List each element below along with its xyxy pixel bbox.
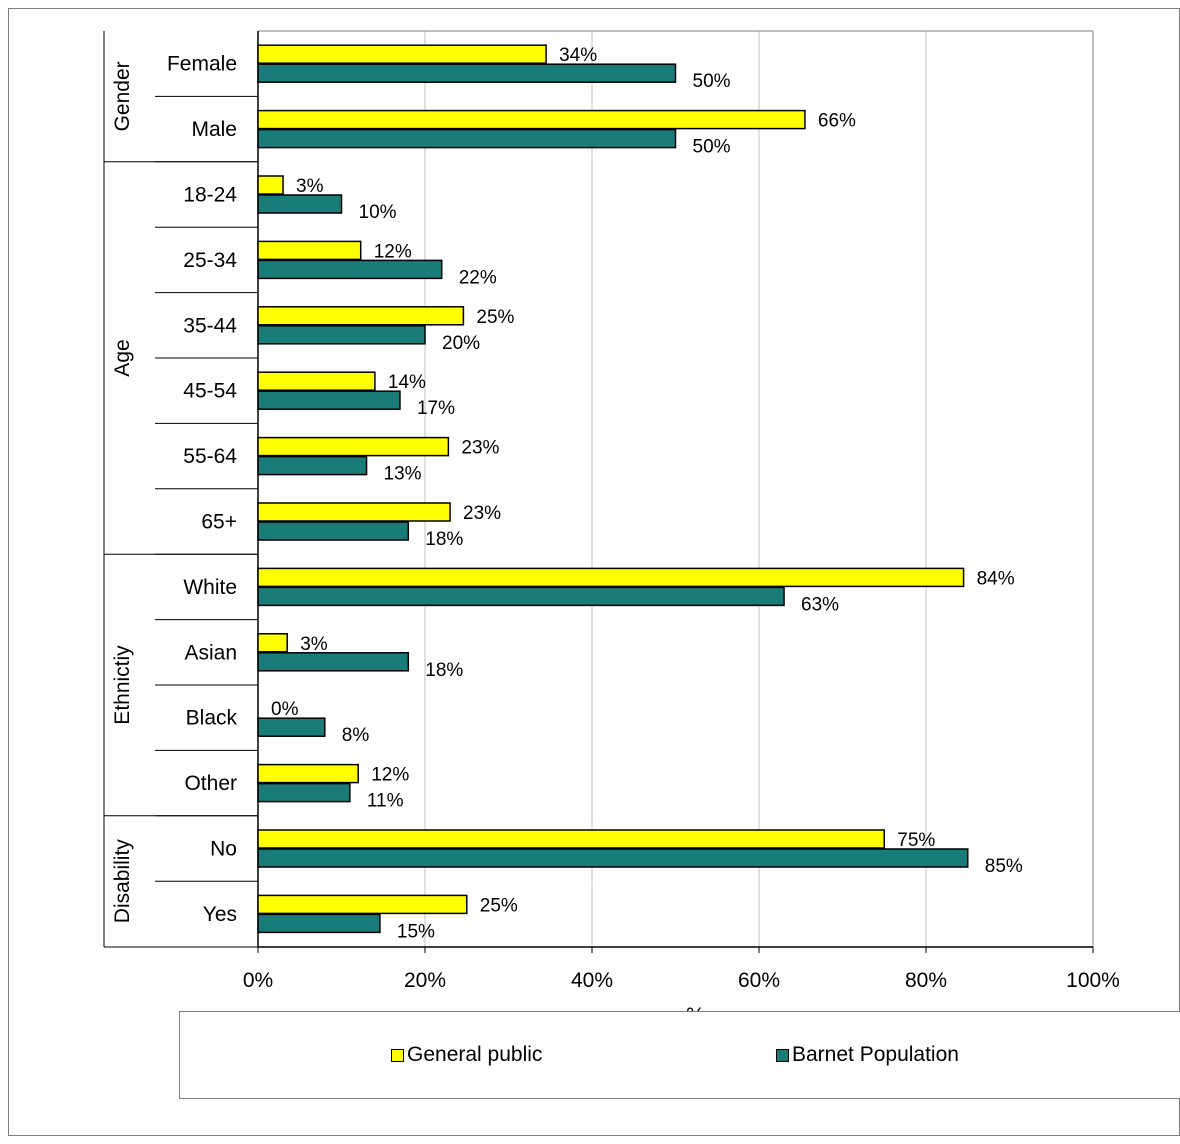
data-label-barnet-population: 8% [342, 725, 370, 746]
bar-barnet-population [257, 913, 381, 934]
axes [103, 31, 1094, 953]
category-label: 25-34 [183, 249, 237, 272]
category-label: White [183, 576, 237, 599]
category-label: Female [167, 53, 237, 76]
bar-barnet-population [257, 848, 969, 868]
bar-general-public [257, 109, 806, 130]
category-label: Yes [203, 903, 237, 926]
x-tick-label: 100% [1066, 969, 1120, 992]
bar-general-public [257, 763, 359, 784]
bar-barnet-population [257, 128, 677, 149]
legend-item-barnet-population: Barnet Population [776, 1043, 959, 1067]
data-label-barnet-population: 85% [985, 856, 1023, 877]
data-label-general-public: 23% [463, 503, 501, 524]
group-label: Disability [111, 839, 134, 924]
data-label-general-public: 0% [271, 699, 299, 720]
data-label-general-public: 12% [371, 765, 409, 786]
bar-general-public [257, 633, 288, 653]
bar-general-public [257, 175, 284, 195]
group-label: Ethnictiy [111, 645, 134, 725]
data-label-general-public: 3% [296, 176, 324, 197]
bar-general-public [257, 306, 465, 326]
data-label-barnet-population: 50% [693, 137, 731, 158]
bar-barnet-population [257, 194, 343, 214]
category-label: 55-64 [183, 445, 237, 468]
data-label-barnet-population: 18% [425, 529, 463, 550]
data-label-general-public: 25% [480, 895, 518, 916]
data-label-general-public: 23% [461, 438, 499, 459]
data-label-barnet-population: 15% [397, 921, 435, 942]
category-label: 18-24 [183, 184, 237, 207]
data-label-general-public: 3% [300, 634, 328, 655]
data-label-barnet-population: 22% [459, 267, 497, 288]
bar-general-public [257, 829, 885, 849]
group-label: Age [111, 339, 134, 376]
category-label: No [210, 838, 237, 861]
x-tick-label: 60% [738, 969, 780, 992]
category-label: 35-44 [183, 314, 237, 337]
bar-barnet-population [257, 521, 410, 541]
category-label: Other [184, 772, 237, 795]
bar-general-public [257, 567, 965, 588]
x-tick-label: 0% [243, 969, 273, 992]
gridlines [258, 30, 1094, 947]
data-label-general-public: 12% [374, 241, 412, 262]
category-label: Black [186, 707, 238, 730]
legend-label-general-public: General public [407, 1043, 543, 1066]
data-label-general-public: 75% [897, 830, 935, 851]
legend: General public Barnet Population [179, 1011, 1180, 1099]
bar-barnet-population [257, 455, 368, 476]
category-label: 65+ [201, 511, 237, 534]
data-label-general-public: 84% [977, 568, 1015, 589]
data-label-general-public: 66% [818, 111, 856, 132]
bar-barnet-population [257, 259, 443, 280]
data-label-barnet-population: 13% [384, 464, 422, 485]
legend-swatch-barnet-population [776, 1048, 789, 1062]
data-label-barnet-population: 20% [442, 333, 480, 354]
data-label-general-public: 25% [476, 307, 514, 328]
bar-general-public [257, 894, 468, 915]
bar-barnet-population [257, 652, 410, 672]
bar-barnet-population [257, 717, 326, 737]
category-label: Asian [184, 641, 237, 664]
bar-general-public [257, 44, 547, 64]
data-label-barnet-population: 63% [801, 594, 839, 615]
bar-general-public [257, 240, 362, 261]
data-label-general-public: 34% [559, 45, 597, 66]
data-label-barnet-population: 10% [359, 202, 397, 223]
legend-label-barnet-population: Barnet Population [792, 1043, 959, 1066]
data-label-barnet-population: 18% [425, 660, 463, 681]
bar-barnet-population [257, 325, 426, 345]
bar-general-public [257, 371, 376, 391]
category-label: 45-54 [183, 380, 237, 403]
data-label-general-public: 14% [388, 372, 426, 393]
x-tick-label: 20% [404, 969, 446, 992]
data-labels: 34% 50% 66% 50% 3% 10% 12% 22% 25% 20% 14% 17% 23% 13… [271, 45, 1023, 942]
bars [257, 44, 969, 934]
x-tick-label: 80% [905, 969, 947, 992]
legend-item-general-public: General public [391, 1043, 542, 1067]
bar-barnet-population [257, 390, 401, 410]
data-label-barnet-population: 17% [417, 398, 455, 419]
category-label: Male [191, 118, 237, 141]
group-labels: Gender Age Ethnictiy Disability [111, 61, 134, 923]
bar-barnet-population [257, 63, 677, 83]
x-tick-labels: 0% 20% 40% 60% 80% 100% [243, 969, 1120, 992]
group-label: Gender [111, 61, 134, 131]
category-labels: Female Male 18-24 25-34 35-44 45-54 55-64 65+ Wh… [167, 53, 238, 926]
bar-barnet-population [257, 782, 351, 803]
data-label-barnet-population: 50% [693, 71, 731, 92]
bar-general-public [257, 436, 450, 457]
data-label-barnet-population: 11% [367, 791, 404, 812]
bar-barnet-population [257, 586, 785, 607]
bar-general-public [257, 502, 451, 522]
x-tick-label: 40% [571, 969, 613, 992]
legend-swatch-general-public [391, 1048, 404, 1062]
